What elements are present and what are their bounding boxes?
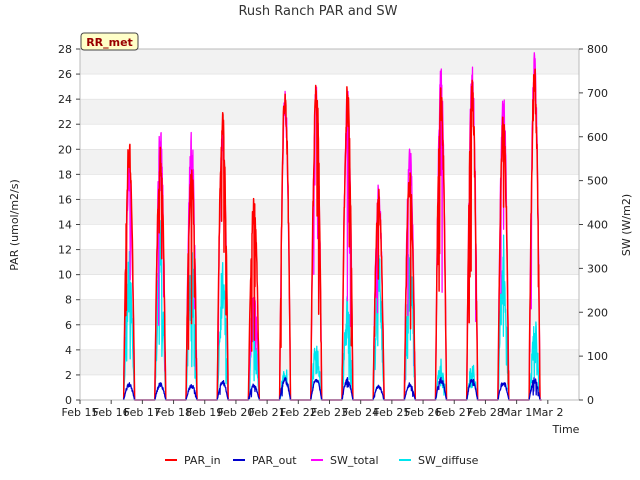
x-tick-label: Feb 20 <box>217 406 254 419</box>
x-tick-label: Mar 2 <box>532 406 563 419</box>
left-tick-label: 0 <box>65 394 72 407</box>
right-axis: 0 100 200 300 400 500 600 700 800 <box>579 43 608 407</box>
x-tick-label: Feb 28 <box>467 406 504 419</box>
right-tick-label: 100 <box>587 350 608 363</box>
x-tick-label: Feb 16 <box>93 406 130 419</box>
right-tick-label: 600 <box>587 131 608 144</box>
background-band <box>80 49 579 75</box>
left-tick-label: 12 <box>58 244 72 257</box>
right-tick-label: 0 <box>587 394 594 407</box>
right-tick-label: 500 <box>587 175 608 188</box>
background-band <box>80 99 579 125</box>
left-tick-label: 22 <box>58 118 72 131</box>
chart-title: Rush Ranch PAR and SW <box>238 4 397 19</box>
background-band <box>80 124 579 150</box>
annotation-box-frame <box>80 32 139 51</box>
x-tick-label: Feb 23 <box>311 406 348 419</box>
left-tick-label: 10 <box>58 269 72 282</box>
left-tick-label: 28 <box>58 43 72 56</box>
right-tick-label: 800 <box>587 43 608 56</box>
left-tick-label: 24 <box>58 93 72 106</box>
x-tick-label: Feb 25 <box>373 406 410 419</box>
right-tick-label: 200 <box>587 306 608 319</box>
left-tick-label: 2 <box>65 369 72 382</box>
x-tick-label: Mar 1 <box>501 406 532 419</box>
legend-label: SW_diffuse <box>418 454 479 467</box>
x-tick-label: Feb 15 <box>62 406 99 419</box>
left-tick-label: 20 <box>58 143 72 156</box>
right-axis-label: SW (W/m2) <box>620 194 633 256</box>
left-axis-label: PAR (umol/m2/s) <box>8 179 21 271</box>
left-tick-label: 6 <box>65 319 72 332</box>
left-tick-label: 14 <box>58 219 72 232</box>
right-tick-label: 700 <box>587 87 608 100</box>
legend: PAR_in PAR_out SW_total SW_diffuse <box>165 454 479 467</box>
x-tick-label: Feb 27 <box>436 406 473 419</box>
left-tick-label: 8 <box>65 294 72 307</box>
background-band <box>80 349 579 375</box>
legend-label: PAR_out <box>252 454 297 467</box>
right-tick-label: 300 <box>587 262 608 275</box>
background-band <box>80 149 579 175</box>
annotation-text: RR_met <box>86 36 133 49</box>
legend-label: SW_total <box>330 454 379 467</box>
right-tick-label: 400 <box>587 219 608 232</box>
legend-label: PAR_in <box>184 454 221 467</box>
x-axis-label: Time <box>552 423 580 436</box>
x-tick-label: Feb 19 <box>186 406 223 419</box>
left-tick-label: 26 <box>58 68 72 81</box>
left-tick-label: 18 <box>58 168 72 181</box>
x-tick-label: Feb 17 <box>124 406 161 419</box>
left-tick-label: 16 <box>58 193 72 206</box>
left-tick-label: 4 <box>65 344 72 357</box>
annotation-box: RR_met <box>80 32 139 51</box>
x-tick-label: Feb 18 <box>155 406 192 419</box>
x-tick-label: Feb 24 <box>342 406 379 419</box>
x-tick-label: Feb 21 <box>249 406 286 419</box>
background-band <box>80 74 579 100</box>
x-tick-label: Feb 22 <box>280 406 317 419</box>
x-tick-label: Feb 26 <box>405 406 442 419</box>
